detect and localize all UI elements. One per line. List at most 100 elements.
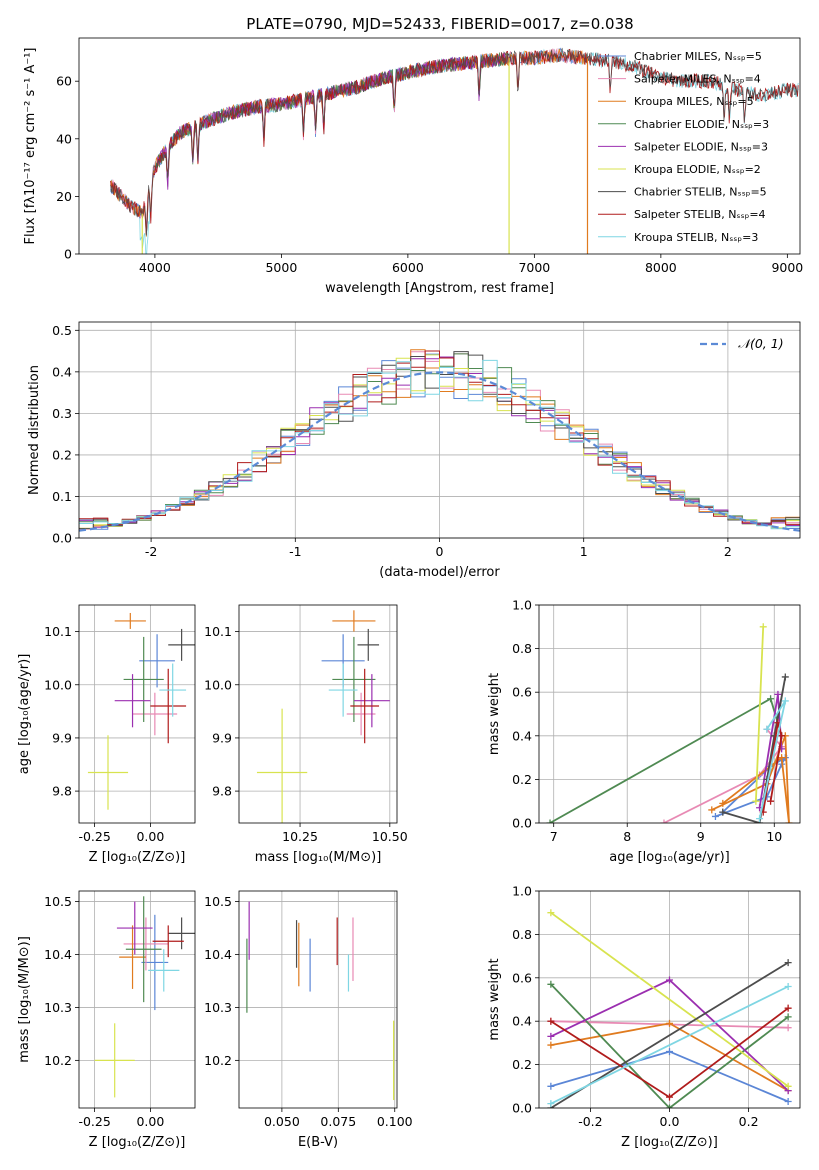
x-axis-label: (data-model)/error <box>379 565 500 580</box>
y-tick-label: 10.1 <box>44 624 72 639</box>
legend-entry: Chabrier STELIB, Nₛₛₚ=5 <box>634 186 767 199</box>
x-axis-label: wavelength [Angstrom, rest frame] <box>325 281 554 296</box>
massweight-line <box>550 911 789 1088</box>
massweight_vs_age-plot-area <box>546 623 793 823</box>
data-marker <box>547 1041 555 1049</box>
massweight-line <box>755 626 765 802</box>
x-tick-label: -0.25 <box>78 829 110 844</box>
data-marker <box>784 1082 792 1090</box>
y-axis-label: mass weight <box>487 673 502 755</box>
y-tick-label: 1.0 <box>512 884 532 899</box>
y-tick-label: 10.3 <box>204 1000 232 1015</box>
y-tick-label: 0.6 <box>512 970 532 985</box>
legend-entry: Kroupa MILES, Nₛₛₚ=5 <box>634 95 754 108</box>
legend-entry: 𝒩(0, 1) <box>738 336 784 351</box>
legend-entry: Kroupa STELIB, Nₛₛₚ=3 <box>634 231 758 244</box>
data-marker <box>666 1104 673 1108</box>
y-axis-label: mass [log₁₀(M/M⊙)] <box>17 936 32 1063</box>
mass_vs_Z-frame <box>78 890 196 1109</box>
x-axis-label: age [log₁₀(age/yr)] <box>609 850 730 865</box>
y-tick-label: 10.5 <box>204 894 232 909</box>
mass_vs_Z-background <box>79 891 195 1108</box>
massweight_vs_age-background <box>539 605 800 823</box>
massweight_vs_Z-plot-area <box>547 909 792 1108</box>
age_vs_Z-axes: -0.25 0.00 9.8 9.9 10.0 10.1 Z [log₁₀(Z/Z⊙)] ag… <box>17 604 196 865</box>
data-marker <box>719 799 727 807</box>
x-tick-label: 0.00 <box>136 829 164 844</box>
data-marker <box>711 812 719 820</box>
data-marker <box>756 815 764 823</box>
legend-entry: Salpeter MILES, Nₛₛₚ=4 <box>634 73 761 86</box>
age_vs_mass-plot-area <box>256 610 390 823</box>
massweight_vs_age-axes: 7 8 9 10 0.0 0.2 0.4 0.6 0.8 1.0 age [log₁₀(age/yr… <box>487 598 801 865</box>
data-marker <box>547 1017 555 1025</box>
massweight-line <box>715 755 788 818</box>
x-axis-label: mass [log₁₀(M/M⊙)] <box>255 850 382 865</box>
histogram-salpeter-stelib <box>79 350 800 528</box>
massweight_vs_Z-axes: -0.2 0.0 0.2 0.0 0.2 0.4 0.6 0.8 1.0 Z [log₁₀(Z/Z… <box>487 884 801 1150</box>
data-marker <box>547 980 555 988</box>
mass_vs_EBV-frame <box>238 890 398 1109</box>
mass_vs_EBV-background <box>239 891 397 1108</box>
y-tick-label: 0.1 <box>52 489 72 504</box>
data-marker <box>752 797 760 805</box>
data-marker <box>666 1093 673 1101</box>
data-marker <box>547 1032 555 1040</box>
massweight-line <box>550 985 789 1105</box>
data-marker <box>784 959 792 967</box>
data-marker <box>666 1019 673 1027</box>
y-tick-label: 0.4 <box>512 1014 532 1029</box>
age_vs_Z-frame <box>78 604 196 824</box>
legend-entry: Chabrier ELODIE, Nₛₛₚ=3 <box>634 118 769 131</box>
legend-entry: Chabrier MILES, Nₛₛₚ=5 <box>634 50 762 63</box>
y-tick-label: 10.3 <box>44 1000 72 1015</box>
x-tick-label: 10 <box>766 829 782 844</box>
y-tick-label: 40 <box>56 131 72 146</box>
y-tick-label: 60 <box>56 74 72 89</box>
x-tick-label: 10.25 <box>282 829 318 844</box>
data-marker <box>784 1097 792 1105</box>
mass_vs_EBV-axes: 0.050 0.075 0.100 10.2 10.3 10.4 10.5 E(B-V) <box>204 890 413 1150</box>
x-tick-label: 6000 <box>392 260 424 275</box>
y-tick-label: 10.5 <box>44 894 72 909</box>
data-marker <box>547 1100 555 1108</box>
data-marker <box>547 909 555 917</box>
x-tick-label: 7 <box>550 829 558 844</box>
y-tick-label: 0.2 <box>52 447 72 462</box>
y-tick-label: 1.0 <box>512 598 532 613</box>
data-marker <box>767 695 775 703</box>
x-tick-label: 4000 <box>139 260 171 275</box>
x-tick-label: 0 <box>436 544 444 559</box>
y-axis-label: age [log₁₀(age/yr)] <box>17 654 32 775</box>
massweight_vs_Z-frame <box>538 890 801 1109</box>
data-marker <box>763 725 771 733</box>
y-tick-label: 0.8 <box>512 927 532 942</box>
y-tick-label: 9.8 <box>212 784 232 799</box>
y-tick-label: 0.4 <box>52 364 72 379</box>
y-tick-label: 10.0 <box>44 677 72 692</box>
data-marker <box>778 732 786 740</box>
x-tick-label: 0.050 <box>264 1114 300 1129</box>
x-tick-label: 2 <box>724 544 732 559</box>
y-tick-label: 9.8 <box>52 784 72 799</box>
x-tick-label: 10.50 <box>372 829 408 844</box>
residuals-axes: -2 -1 0 1 2 0.0 0.1 0.2 0.3 0.4 0.5 (data-model)/er… <box>27 321 801 580</box>
legend-entry: Salpeter ELODIE, Nₛₛₚ=3 <box>634 140 768 153</box>
x-tick-label: 8 <box>623 829 631 844</box>
y-tick-label: 0.4 <box>512 728 532 743</box>
x-tick-label: 0.075 <box>320 1114 356 1129</box>
data-marker <box>546 819 554 823</box>
mass_vs_EBV-plot-area <box>246 901 395 1101</box>
y-tick-label: 10.4 <box>204 947 232 962</box>
y-tick-label: 9.9 <box>212 730 232 745</box>
age_vs_Z-plot-area <box>87 612 195 810</box>
x-tick-label: -0.2 <box>578 1114 602 1129</box>
x-tick-label: 0.00 <box>136 1114 164 1129</box>
mass_vs_Z-axes: -0.25 0.00 10.2 10.3 10.4 10.5 Z [log₁₀(Z/Z⊙)]… <box>17 890 196 1150</box>
y-tick-label: 0 <box>64 247 72 262</box>
x-axis-label: Z [log₁₀(Z/Z⊙)] <box>621 1135 718 1150</box>
y-tick-label: 0.0 <box>52 531 72 546</box>
y-tick-label: 0.0 <box>512 816 532 831</box>
x-tick-label: 1 <box>580 544 588 559</box>
